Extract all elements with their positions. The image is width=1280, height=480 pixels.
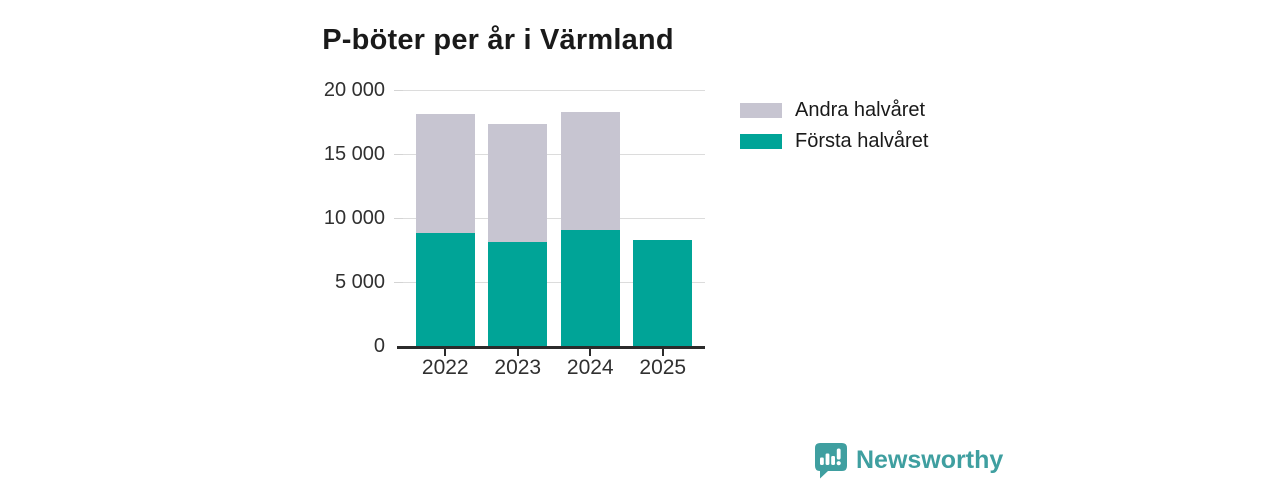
gridline (403, 89, 705, 91)
bar-segment-2023 (488, 123, 548, 243)
y-tick (394, 89, 403, 91)
legend-item: Första halvåret (740, 128, 928, 155)
x-axis-label: 2024 (566, 356, 614, 379)
legend-swatch (740, 134, 782, 149)
y-tick (394, 281, 403, 283)
legend: Andra halvåret Första halvåret (740, 97, 928, 155)
legend-swatch (740, 103, 782, 118)
gridline (403, 281, 705, 283)
brand-name: Newsworthy (856, 445, 1004, 474)
x-axis-label: 2025 (639, 356, 687, 379)
legend-label: Andra halvåret (795, 99, 926, 121)
y-axis-label: 20 000 (323, 79, 385, 101)
gridline (403, 153, 705, 155)
x-tick (444, 349, 447, 356)
x-axis-label: 2023 (494, 356, 542, 379)
x-tick (516, 349, 519, 356)
bar-chart-bubble-icon (811, 441, 849, 479)
x-tick (589, 349, 592, 356)
plot-area: 0 5 000 10 000 15 000 20 000 2022 2023 2024 2025 (324, 79, 705, 379)
gridline (403, 217, 705, 219)
y-axis-label: 10 000 (323, 207, 385, 229)
y-tick (394, 217, 403, 219)
x-axis-label: 2022 (421, 356, 469, 379)
chart-title: P-böter per år i Värmland (322, 24, 674, 57)
x-tick (661, 349, 664, 356)
y-axis-label: 15 000 (323, 143, 385, 165)
legend-item: Andra halvåret (740, 97, 928, 124)
bar-segment-2022 (415, 113, 475, 234)
bar-segment-2024 (560, 112, 620, 230)
bar-segment-2023 (488, 242, 548, 346)
legend-label: Första halvåret (795, 130, 929, 152)
y-tick (394, 153, 403, 155)
bar-segment-2025 (633, 239, 693, 346)
bar-segment-2022 (415, 233, 475, 346)
y-axis-label: 5 000 (334, 271, 385, 293)
x-axis-line (397, 346, 705, 349)
newsworthy-logo: Newsworthy (811, 441, 1003, 479)
bar-segment-2024 (560, 229, 620, 346)
y-axis-label: 0 (373, 335, 385, 357)
